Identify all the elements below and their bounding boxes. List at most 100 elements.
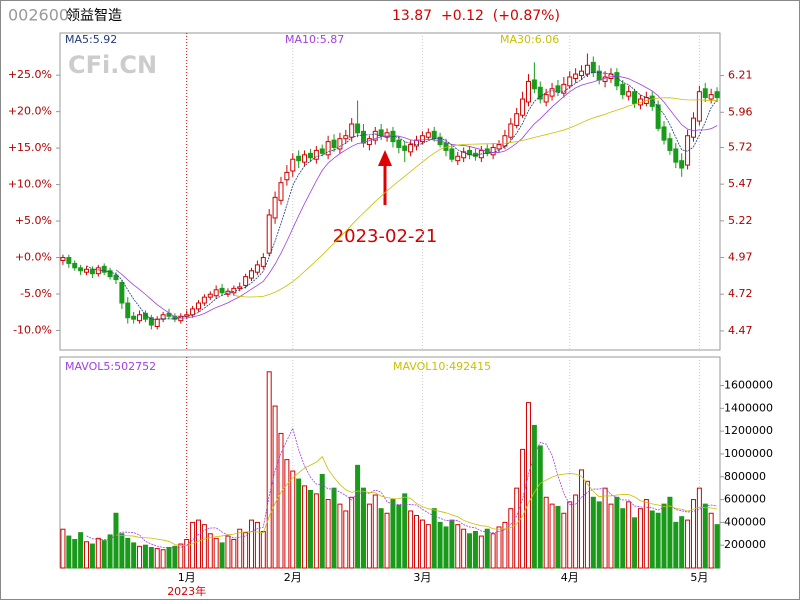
y2-tick-label: +25.0%: [8, 68, 52, 81]
volume-bar: [667, 496, 673, 569]
vol-tick-label: 800000: [724, 470, 766, 483]
candle-body: [290, 158, 296, 172]
volume-bar: [243, 532, 249, 569]
volume-bar: [137, 545, 143, 569]
volume-bar: [596, 501, 602, 569]
volume-bar: [496, 526, 502, 569]
volume-bar: [455, 524, 461, 569]
candle-body: [372, 130, 378, 141]
y-tick-label: 5.72: [728, 140, 753, 153]
candle-body: [561, 83, 567, 94]
candle-body: [496, 144, 502, 150]
candle-body: [378, 129, 384, 137]
candle-body: [390, 130, 396, 143]
candle-body: [461, 151, 467, 159]
vol-tick-label: 600000: [724, 493, 766, 506]
candle-body: [673, 148, 679, 163]
volume-bar: [95, 537, 101, 569]
volume-bar: [461, 528, 467, 569]
candle-body: [278, 182, 284, 201]
volume-bar: [184, 538, 190, 569]
volume-bar: [190, 521, 196, 569]
annotation: 2023-02-21: [333, 226, 438, 247]
candle-body: [685, 135, 691, 166]
quote: 13.87 +0.12 (+0.87%): [392, 8, 560, 24]
volume-bar: [207, 533, 213, 569]
ma-line: [115, 455, 718, 547]
candle-body: [714, 91, 720, 99]
candle-body: [632, 91, 638, 104]
volume-bar: [673, 521, 679, 569]
volume-bar: [590, 496, 596, 569]
volume-bar: [231, 538, 237, 569]
candle-body: [649, 95, 655, 107]
candle-body: [431, 130, 437, 140]
candle-body: [284, 171, 290, 181]
volume-bar: [166, 546, 172, 569]
y2-tick-label: +10.0%: [8, 178, 52, 191]
volume-bar: [260, 531, 266, 569]
candle-body: [543, 94, 549, 103]
volume-bar: [78, 532, 84, 569]
y-tick-label: 4.97: [728, 251, 753, 264]
volume-bar: [649, 510, 655, 569]
candle-body: [690, 117, 696, 138]
volume-bar: [343, 510, 349, 569]
volume-bar: [431, 508, 437, 569]
candle-body: [602, 76, 608, 82]
volume-bar: [249, 519, 255, 569]
candle-body: [349, 123, 355, 138]
price-panel: [59, 32, 721, 351]
candle-body: [455, 155, 461, 162]
stock-code: 002600: [8, 6, 69, 25]
candle-body: [402, 145, 408, 151]
ma-line: [233, 97, 718, 298]
vol-tick-label: 1600000: [724, 379, 773, 392]
volume-bar: [714, 524, 720, 569]
vol-tick-label: 1400000: [724, 401, 773, 414]
volume-bar: [708, 512, 714, 569]
ma-line: [115, 75, 718, 319]
vol-tick-label: 200000: [724, 538, 766, 551]
y-tick-label: 6.21: [728, 69, 753, 82]
volume-bar: [213, 537, 219, 569]
y2-tick-label: +5.0%: [15, 214, 52, 227]
vol-tick-label: 1200000: [724, 424, 773, 437]
volume-bar: [131, 542, 137, 569]
candle-body: [113, 274, 119, 281]
candle-body: [508, 123, 514, 138]
volume-bar: [555, 505, 561, 569]
y-tick-label: 5.22: [728, 214, 753, 227]
volume-bar: [402, 493, 408, 569]
volume-bar: [113, 512, 119, 569]
volume-bar: [302, 485, 308, 569]
volume-bar: [690, 499, 696, 569]
year-label: 2023年: [167, 584, 206, 598]
candle-body: [679, 160, 685, 169]
volume-bar: [66, 535, 72, 569]
volume-bar: [502, 521, 508, 569]
candle-body: [260, 257, 266, 267]
candle-body: [331, 139, 337, 148]
volume-bar: [372, 494, 378, 569]
candle-body: [343, 135, 349, 140]
x-tick-label: 3月: [413, 571, 431, 584]
volume-bar: [685, 519, 691, 569]
volume-bar: [72, 538, 78, 569]
candle-body: [449, 148, 455, 160]
candle-body: [408, 144, 414, 153]
volume-bar: [360, 487, 366, 569]
candle-body: [531, 79, 537, 90]
volume-bar: [272, 405, 278, 569]
volume-bar: [643, 499, 649, 569]
x-tick-label: 1月: [178, 571, 196, 584]
volume-bar: [508, 508, 514, 569]
candle-body: [272, 196, 278, 219]
candle-body: [319, 148, 325, 154]
ma-label: MAVOL5:502752: [65, 360, 156, 373]
volume-bar: [484, 528, 490, 569]
volume-bar: [284, 459, 290, 569]
candle-body: [95, 267, 101, 275]
